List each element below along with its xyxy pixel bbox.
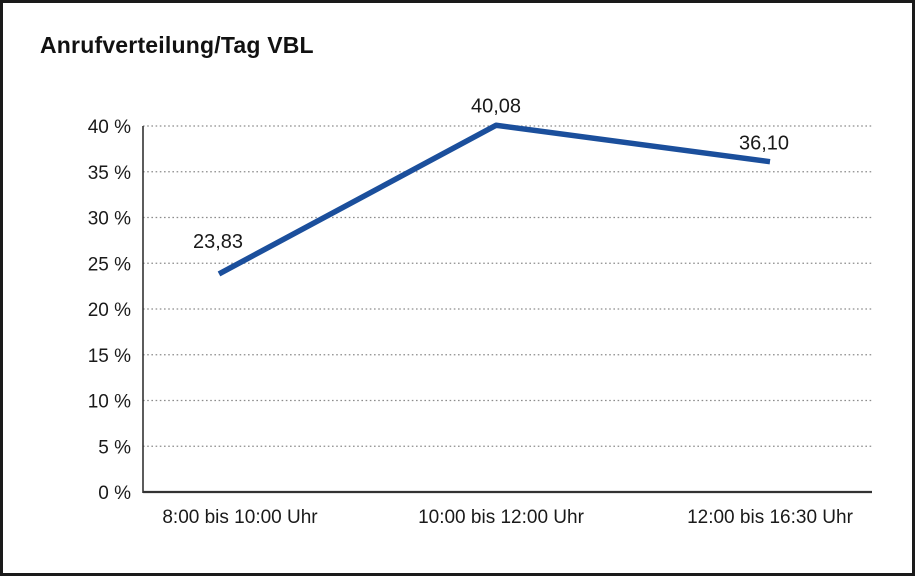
y-axis-tick-label: 40 % (88, 117, 131, 138)
y-axis-tick-label: 20 % (88, 300, 131, 321)
y-axis-tick-label: 35 % (88, 163, 131, 184)
y-axis-tick-label: 10 % (88, 392, 131, 413)
data-point-label: 23,83 (193, 231, 243, 253)
y-axis-tick-label: 30 % (88, 209, 131, 230)
data-point-label: 40,08 (471, 95, 521, 117)
x-axis-tick-label: 10:00 bis 12:00 Uhr (418, 507, 585, 528)
x-axis-tick-label: 8:00 bis 10:00 Uhr (162, 507, 318, 528)
y-axis-tick-label: 0 % (98, 483, 131, 504)
x-axis-tick-label: 12:00 bis 16:30 Uhr (687, 507, 854, 528)
data-line (217, 122, 771, 277)
chart-title: Anrufverteilung/Tag VBL (40, 32, 314, 58)
y-axis-tick-label: 5 % (98, 437, 131, 458)
y-axis-tick-label: 25 % (88, 254, 131, 275)
y-axis-tick-label: 15 % (88, 346, 131, 367)
data-point-label: 36,10 (739, 133, 789, 155)
